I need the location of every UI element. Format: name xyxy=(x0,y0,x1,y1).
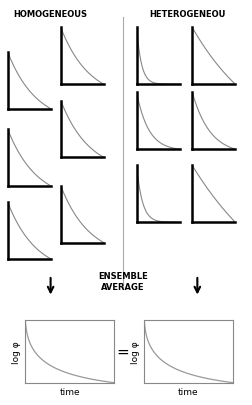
Text: HOMOGENEOUS: HOMOGENEOUS xyxy=(14,10,87,19)
Y-axis label: log φ: log φ xyxy=(12,340,21,363)
Y-axis label: log φ: log φ xyxy=(131,340,140,363)
Text: =: = xyxy=(116,344,129,358)
Text: HETEROGENEOU: HETEROGENEOU xyxy=(148,10,225,19)
X-axis label: time: time xyxy=(177,387,198,396)
Text: ENSEMBLE
AVERAGE: ENSEMBLE AVERAGE xyxy=(98,272,147,291)
X-axis label: time: time xyxy=(59,387,80,396)
